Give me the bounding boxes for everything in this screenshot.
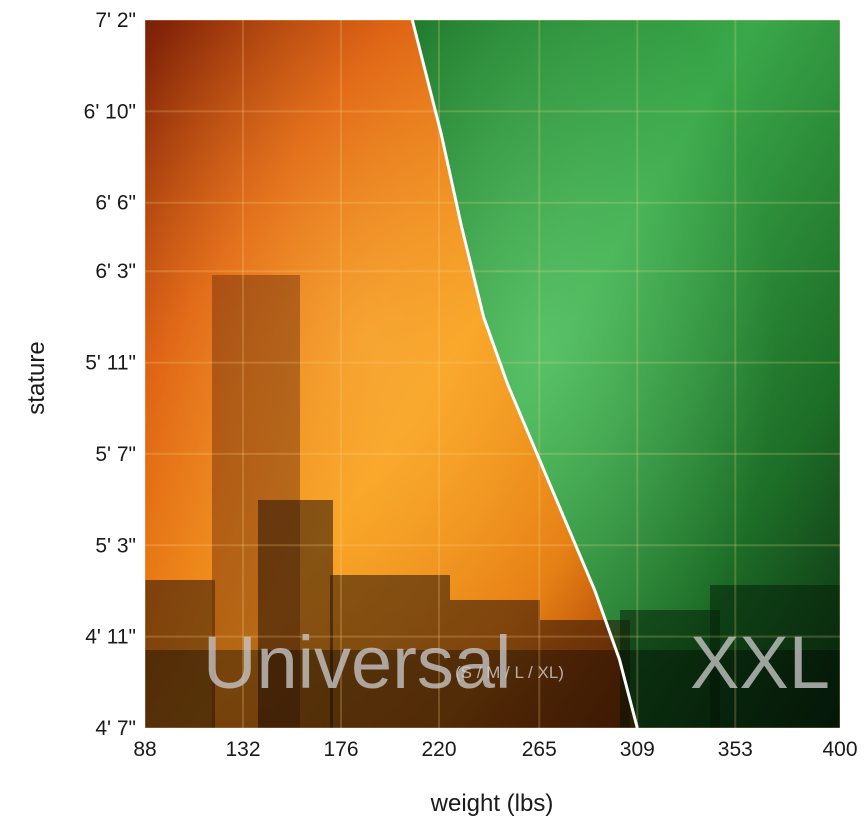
- x-axis-title: weight (lbs): [430, 790, 554, 817]
- y-tick-label: 5' 3": [95, 534, 136, 557]
- x-tick-label: 132: [225, 738, 260, 761]
- x-tick-label: 353: [718, 738, 753, 761]
- x-axis: 88 132 176 220 265 309 353 400: [133, 738, 857, 761]
- y-tick-label: 5' 7": [95, 443, 136, 466]
- xxl-label: XXL: [690, 621, 830, 704]
- y-axis-title: stature: [23, 341, 50, 414]
- x-tick-label: 309: [620, 738, 655, 761]
- y-tick-label: 6' 10": [84, 100, 136, 123]
- y-tick-label: 7' 2": [95, 9, 136, 32]
- y-tick-label: 4' 7": [95, 717, 136, 740]
- x-tick-label: 220: [422, 738, 457, 761]
- universal-sublabel: (S / M / L / XL): [455, 663, 564, 682]
- y-tick-label: 6' 3": [95, 260, 136, 283]
- x-tick-label: 265: [522, 738, 557, 761]
- xxl-region-glow: [412, 20, 840, 728]
- x-tick-label: 176: [324, 738, 359, 761]
- boundary-line: [410, 19, 639, 729]
- universal-label: Universal: [203, 621, 511, 704]
- x-tick-label: 400: [822, 738, 857, 761]
- skyline-silhouette: [145, 275, 840, 728]
- y-tick-label: 6' 6": [95, 192, 136, 215]
- ground-shade: [145, 650, 840, 728]
- grid: [145, 20, 840, 728]
- y-axis: 4' 7" 4' 11" 5' 3" 5' 7" 5' 11" 6' 3" 6' 6" 6' …: [84, 9, 136, 740]
- x-tick-label: 88: [133, 738, 156, 761]
- y-tick-label: 4' 11": [85, 626, 136, 649]
- y-tick-label: 5' 11": [85, 352, 136, 375]
